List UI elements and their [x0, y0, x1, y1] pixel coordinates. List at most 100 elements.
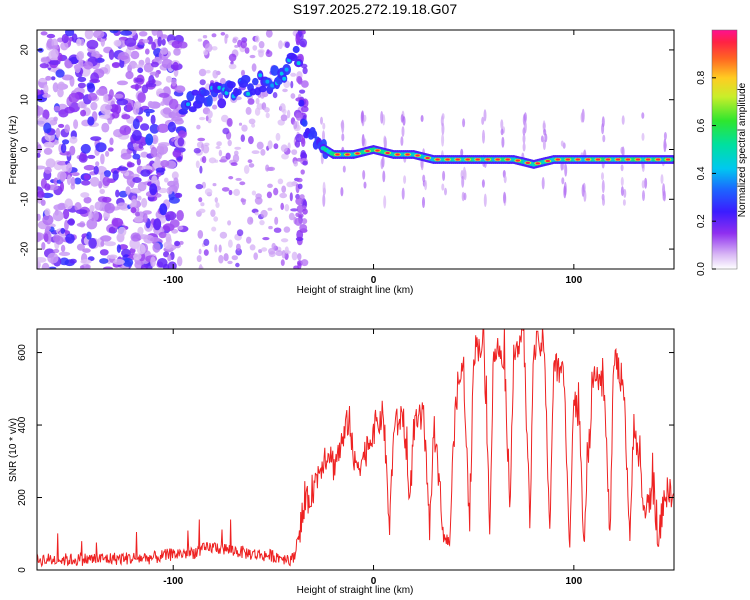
- spectrogram-cell: [543, 123, 546, 130]
- spectrogram-cell: [301, 259, 308, 266]
- spectrogram-cell: [104, 241, 116, 246]
- spectrogram-cell: [103, 177, 111, 187]
- spectrogram-cell: [227, 220, 231, 225]
- spectrogram-cell: [53, 234, 61, 242]
- spectrogram-cell: [139, 31, 148, 36]
- spectrogram-cell: [290, 73, 296, 77]
- spectrogram-cell: [150, 237, 160, 242]
- colorbar-tick-label: 0.4: [696, 166, 707, 180]
- spectrogram-cell: [137, 92, 146, 103]
- spectrogram-cell: [266, 167, 273, 171]
- spectrogram-cell: [167, 254, 171, 261]
- spectrogram-cell: [290, 192, 293, 201]
- spectrogram-cell: [664, 132, 667, 140]
- y-tick-label: 0: [17, 567, 28, 573]
- spectrogram-cell: [194, 148, 201, 154]
- spectrogram-cell: [143, 39, 150, 43]
- spectrogram-cell: [203, 239, 209, 246]
- spectrogram-cell: [541, 135, 544, 142]
- spectrogram-cell: [77, 223, 86, 227]
- y-tick-label: 10: [20, 94, 31, 106]
- spectrogram-cell: [53, 249, 59, 253]
- spectrogram-cell: [229, 64, 237, 70]
- spectrogram-cell: [246, 237, 251, 244]
- spectrogram-cell: [133, 253, 141, 260]
- x-tick-label: -100: [163, 275, 183, 286]
- spectrogram-cell: [268, 248, 275, 255]
- spectrogram-cell: [99, 258, 108, 264]
- spectrogram-cell: [299, 224, 307, 232]
- spectrogram-cell: [221, 32, 226, 36]
- spectrogram-cell: [53, 117, 58, 122]
- y-tick-label: 200: [17, 489, 28, 506]
- spectrogram-cell: [197, 138, 205, 142]
- spectrogram-cell: [37, 144, 42, 153]
- spectrogram-cell: [252, 150, 260, 154]
- spectrogram-cell: [290, 81, 293, 88]
- spectrogram-cell: [435, 158, 439, 160]
- spectrogram-cell: [109, 89, 114, 98]
- spectrogram-cell: [250, 55, 256, 58]
- spectrogram-cell: [641, 112, 644, 119]
- spectrogram-cell: [198, 197, 202, 202]
- spectrogram-cell: [274, 228, 282, 233]
- spectrogram-cell: [227, 118, 233, 127]
- spectrogram-cell: [259, 220, 264, 225]
- spectrogram-cell: [424, 180, 427, 190]
- snr-ylabel: SNR (10 * v/v): [8, 418, 19, 482]
- spectrogram-cell: [121, 153, 132, 160]
- spectrogram-panel: -100 0 100-20-1001020 Height of straight l…: [8, 26, 678, 296]
- snr-plot-area: [37, 329, 674, 570]
- spectrogram-cell: [159, 203, 167, 215]
- spectrogram-cell: [293, 121, 297, 129]
- spectrogram-cell: [33, 106, 44, 116]
- spectrogram-cell: [235, 89, 242, 95]
- spectrogram-cell: [255, 212, 259, 216]
- spectrogram-cell: [100, 241, 104, 247]
- y-tick-label: 20: [20, 44, 31, 56]
- spectrogram-cell: [260, 149, 265, 156]
- spectrogram-cell: [504, 175, 507, 183]
- spectrogram-cell: [200, 202, 204, 206]
- spectrogram-cell: [152, 79, 156, 84]
- spectrogram-cell: [105, 105, 112, 110]
- spectrogram-cell: [119, 125, 131, 135]
- spectrogram-cell: [422, 197, 425, 208]
- spectrogram-cell: [322, 194, 325, 207]
- spectrogram-cell: [364, 182, 367, 189]
- spectrogram-cell: [129, 61, 137, 69]
- spectrogram-cell: [65, 28, 74, 36]
- spectrogram-cell: [199, 69, 207, 77]
- spectrogram-cell: [606, 158, 610, 160]
- spectrogram-cell: [196, 184, 204, 189]
- spectrogram-cell: [125, 71, 133, 79]
- spectrogram-cell: [60, 42, 68, 51]
- spectrogram-cell: [115, 190, 119, 198]
- spectrogram-cell: [441, 184, 444, 191]
- spectrogram-cell: [340, 187, 343, 196]
- spectrogram-cell: [69, 136, 77, 143]
- spectrogram-cell: [69, 259, 76, 264]
- spectrogram-cell: [109, 138, 113, 146]
- spectrogram-cell: [84, 165, 95, 171]
- spectrogram-cell: [209, 157, 216, 163]
- spectrogram-cell: [642, 190, 645, 201]
- spectrogram-cell: [616, 158, 620, 160]
- spectrogram-cell: [242, 199, 246, 205]
- spectrogram-cell: [135, 78, 144, 82]
- spectrogram-cell: [151, 115, 156, 125]
- spectrogram-cell: [46, 158, 56, 168]
- spectrogram-cell: [69, 146, 75, 156]
- spectrogram-cell: [127, 162, 135, 167]
- spectrogram-cell: [131, 199, 136, 206]
- spectrogram-cell: [207, 110, 212, 118]
- figure: -100 0 100-20-1001020 Height of straight l…: [0, 0, 750, 600]
- spectrogram-cell: [241, 125, 247, 132]
- x-tick-label: 100: [565, 275, 582, 286]
- spectrogram-cell: [278, 179, 284, 185]
- spectrogram-cell: [100, 154, 105, 165]
- spectrogram-cell: [231, 162, 238, 166]
- x-tick-label: 100: [565, 576, 582, 587]
- colorbar-gradient: [712, 30, 737, 269]
- spectrogram-cell: [258, 73, 262, 77]
